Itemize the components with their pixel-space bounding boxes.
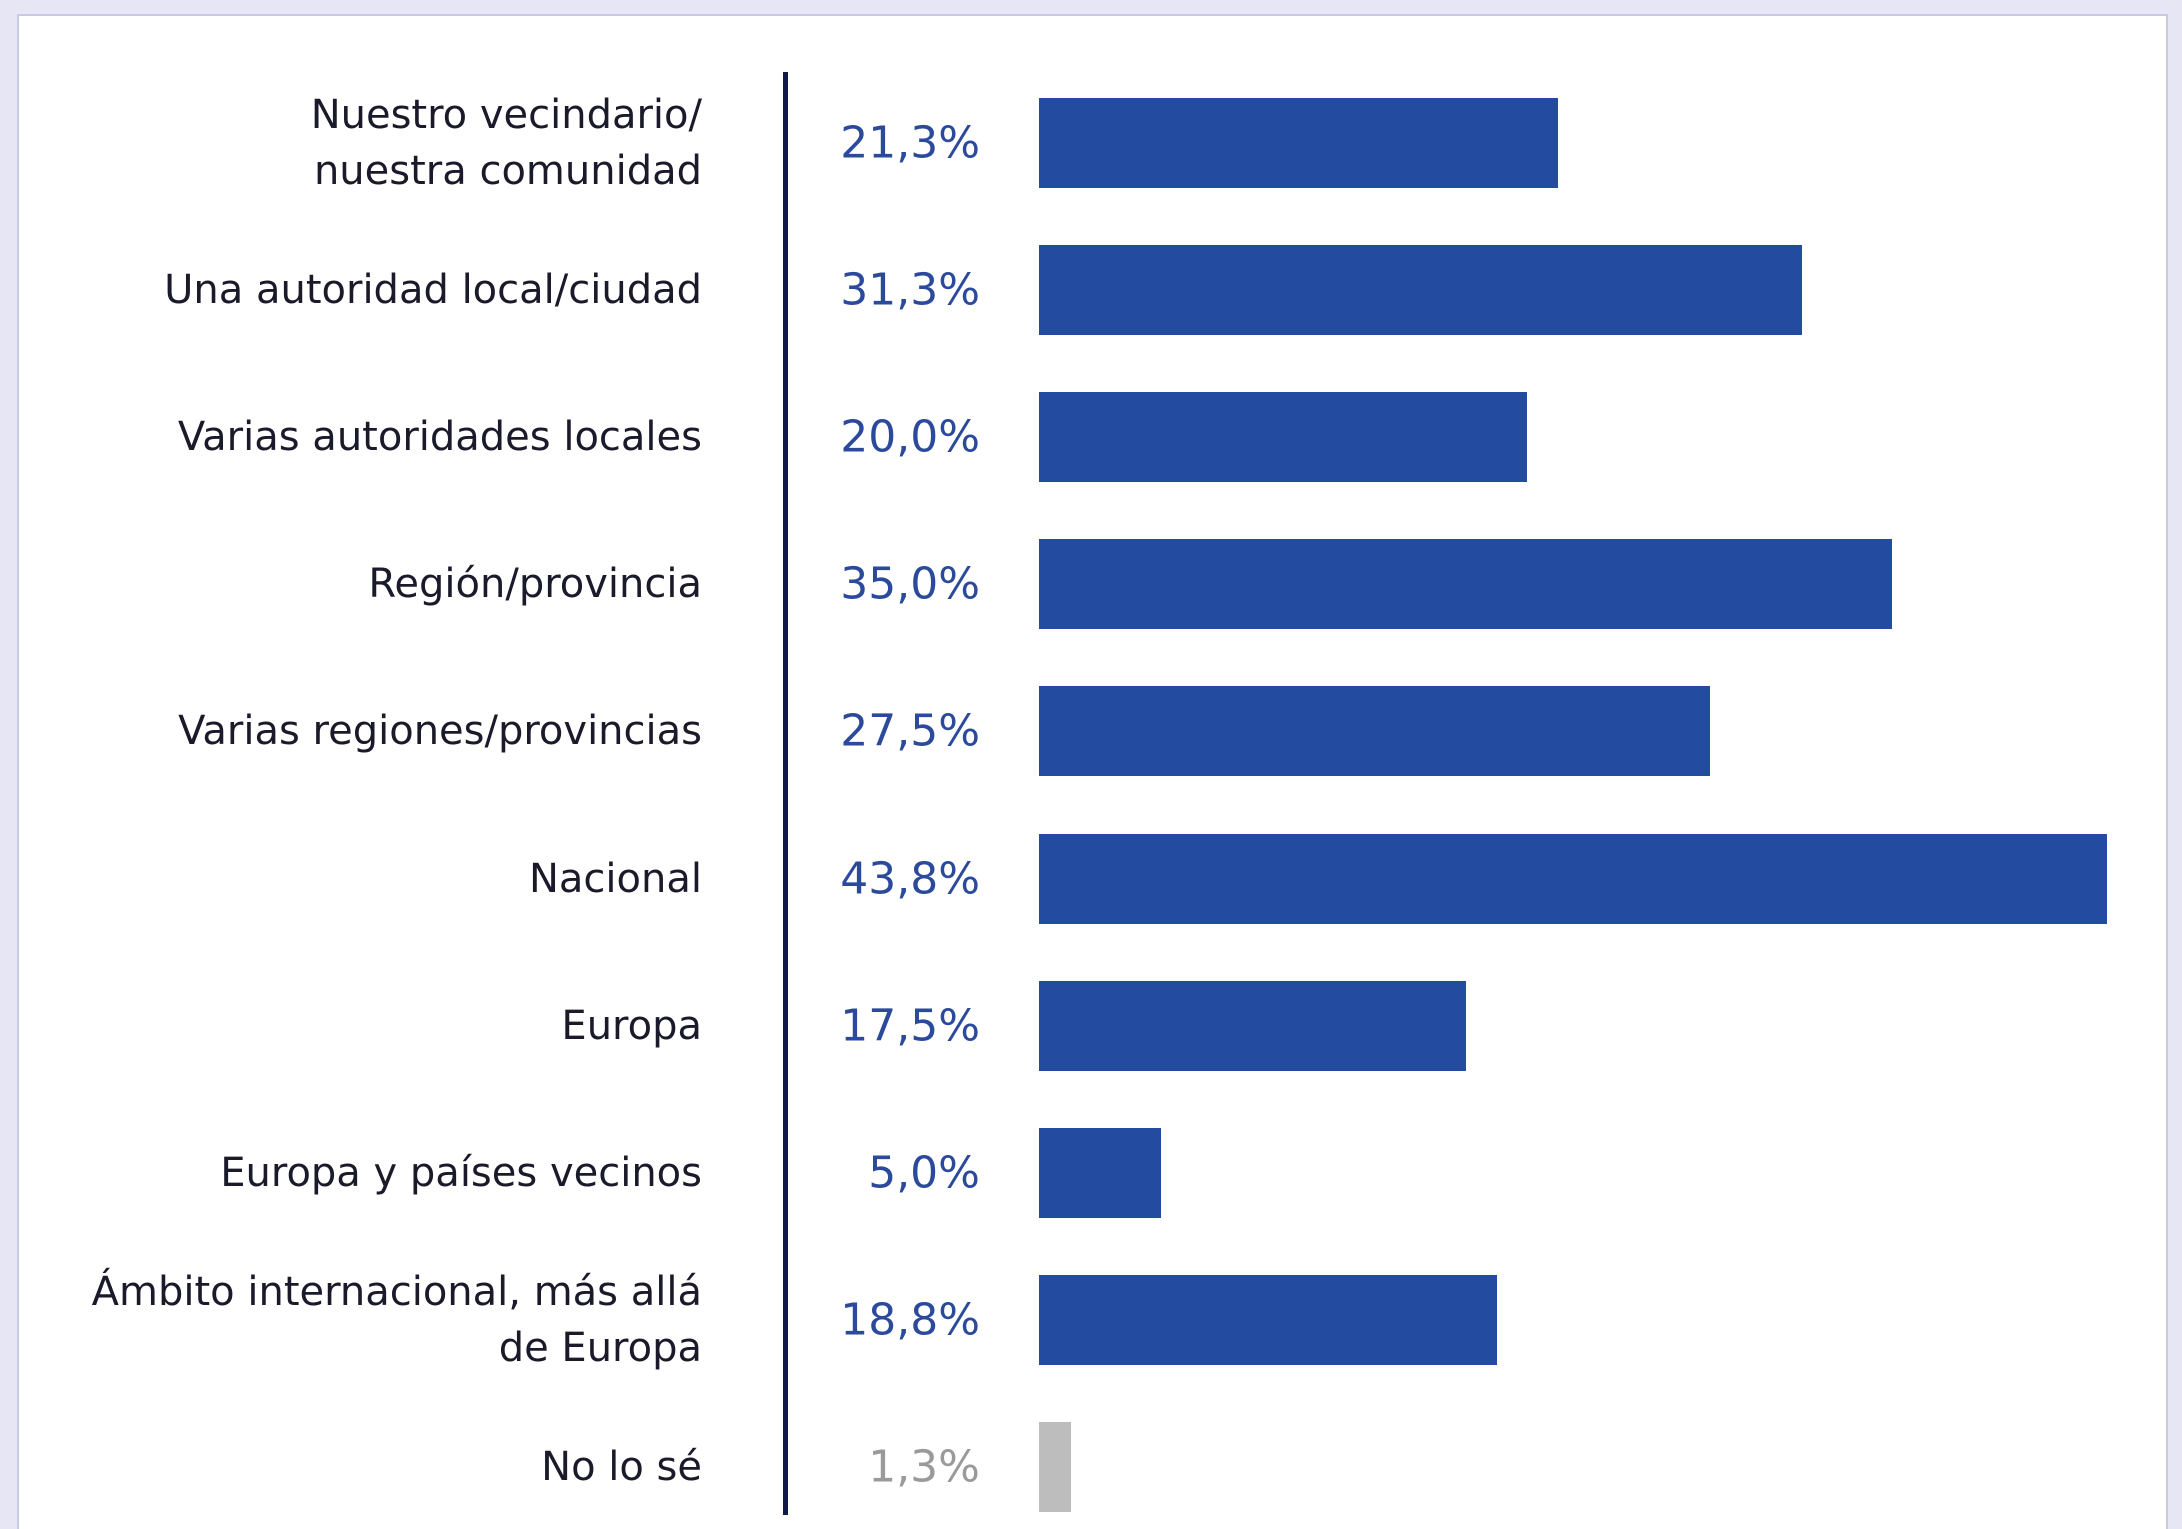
category-label: No lo sé xyxy=(541,1443,702,1490)
bar xyxy=(1039,686,1710,777)
value-label: 31,3% xyxy=(840,264,980,316)
value-label: 27,5% xyxy=(840,705,980,757)
value-label: 43,8% xyxy=(840,853,980,904)
bar xyxy=(1039,98,1559,188)
value-label: 20,0% xyxy=(840,411,980,463)
value-label: 17,5% xyxy=(840,1000,980,1052)
bar xyxy=(1039,392,1527,483)
bar xyxy=(1039,1421,1071,1512)
bar xyxy=(1039,1274,1498,1365)
category-label: Europa y países vecinos xyxy=(220,1149,702,1196)
bar xyxy=(1039,245,1803,336)
chart-panel: Nuestro vecindario/ nuestra comunidad 21,… xyxy=(17,14,2168,1529)
bar xyxy=(1039,980,1466,1071)
value-label: 18,8% xyxy=(840,1294,980,1346)
category-label: Nacional xyxy=(529,855,702,902)
category-label: Varias autoridades locales xyxy=(177,414,702,461)
category-label: Ámbito internacional, más allá de Europa xyxy=(91,1268,702,1371)
category-label: Varias regiones/provincias xyxy=(178,708,702,755)
value-label: 21,3% xyxy=(840,117,980,169)
category-label: Europa xyxy=(561,1002,702,1049)
category-label: Una autoridad local/ciudad xyxy=(164,267,702,314)
bar xyxy=(1039,539,1893,630)
axis-line xyxy=(783,72,788,1515)
value-label: 5,0% xyxy=(868,1147,980,1199)
value-label: 35,0% xyxy=(840,558,980,610)
value-label: 1,3% xyxy=(868,1441,980,1493)
bar xyxy=(1039,833,2107,924)
category-label: Nuestro vecindario/ nuestra comunidad xyxy=(310,92,702,194)
category-label: Región/provincia xyxy=(368,561,702,608)
bar xyxy=(1039,1127,1161,1218)
